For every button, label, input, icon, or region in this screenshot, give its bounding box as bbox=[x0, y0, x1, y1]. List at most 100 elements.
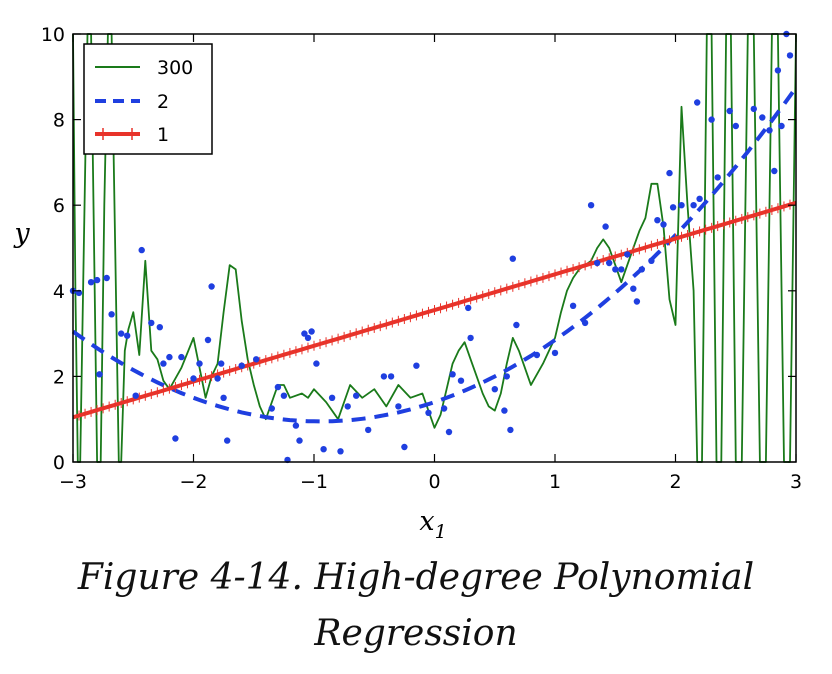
data-point bbox=[190, 375, 197, 382]
data-point bbox=[726, 107, 733, 115]
regression-chart: −3 −2 −1 0 1 2 3 0 2 4 6 8 10 x1 y 300 2 1 bbox=[13, 24, 802, 543]
data-point bbox=[108, 311, 115, 318]
data-point bbox=[280, 392, 288, 399]
data-point bbox=[413, 362, 420, 369]
data-point bbox=[196, 360, 203, 367]
data-point bbox=[612, 266, 619, 273]
x-axis-label: x1 bbox=[419, 506, 446, 543]
data-point bbox=[220, 394, 227, 401]
data-point bbox=[732, 122, 739, 130]
data-point bbox=[666, 169, 673, 177]
data-point bbox=[132, 392, 139, 399]
data-point bbox=[204, 336, 212, 344]
data-point bbox=[103, 274, 110, 282]
data-point bbox=[337, 448, 344, 455]
x-tick-label: −3 bbox=[59, 471, 87, 493]
data-point bbox=[778, 122, 785, 130]
data-point bbox=[214, 375, 221, 382]
data-point bbox=[509, 255, 516, 262]
data-point bbox=[696, 195, 703, 202]
x-tick-label: −1 bbox=[300, 471, 328, 493]
data-point bbox=[365, 426, 372, 434]
data-point bbox=[160, 360, 167, 367]
data-point bbox=[296, 437, 303, 444]
data-point bbox=[759, 114, 766, 121]
caption-line-1: Figure 4-14. High-degree Polynomial bbox=[77, 557, 755, 598]
figure-caption: Figure 4-14. High-degree Polynomial Regr… bbox=[0, 550, 832, 662]
data-point bbox=[678, 202, 685, 209]
data-point bbox=[669, 204, 677, 211]
data-point bbox=[328, 394, 336, 401]
data-point bbox=[654, 217, 661, 224]
data-point bbox=[238, 362, 245, 369]
data-point bbox=[624, 251, 631, 258]
data-point bbox=[507, 426, 514, 434]
x-tick-label: 0 bbox=[428, 471, 440, 493]
data-point bbox=[274, 383, 282, 391]
data-point bbox=[750, 105, 757, 113]
y-tick-label: 0 bbox=[53, 452, 65, 474]
data-point bbox=[533, 351, 541, 359]
data-point bbox=[118, 330, 125, 337]
data-point bbox=[172, 435, 179, 442]
y-tick-label: 6 bbox=[53, 195, 65, 217]
data-point bbox=[660, 221, 667, 228]
x-tick-label: −2 bbox=[179, 471, 207, 493]
data-point bbox=[618, 266, 625, 273]
data-point bbox=[457, 377, 465, 384]
data-point bbox=[304, 334, 312, 342]
y-tick-label: 2 bbox=[53, 366, 65, 388]
data-point bbox=[581, 319, 589, 327]
legend-label-1: 1 bbox=[157, 124, 169, 146]
data-point bbox=[630, 285, 637, 292]
data-point bbox=[606, 259, 613, 267]
data-point bbox=[766, 127, 773, 134]
data-point bbox=[694, 99, 701, 106]
data-point bbox=[440, 405, 448, 412]
data-point bbox=[771, 167, 778, 175]
series-line-300 bbox=[72, 33, 797, 463]
legend-label-300: 300 bbox=[157, 57, 193, 79]
data-point bbox=[445, 428, 453, 436]
data-point bbox=[449, 371, 456, 378]
data-point bbox=[551, 349, 559, 357]
data-point bbox=[638, 266, 645, 273]
data-point bbox=[633, 298, 641, 305]
data-point bbox=[178, 353, 185, 361]
data-point bbox=[467, 334, 474, 342]
data-point bbox=[93, 276, 101, 284]
data-point bbox=[96, 371, 103, 378]
legend-label-2: 2 bbox=[157, 91, 169, 113]
legend: 300 2 1 bbox=[83, 43, 213, 155]
data-point bbox=[425, 409, 432, 416]
data-point bbox=[714, 174, 721, 181]
data-point bbox=[253, 356, 260, 363]
data-point bbox=[774, 67, 782, 74]
data-point bbox=[602, 223, 609, 230]
y-tick-label: 4 bbox=[53, 281, 65, 303]
data-point bbox=[292, 422, 300, 429]
data-point bbox=[380, 373, 388, 380]
y-axis-label: y bbox=[13, 218, 30, 249]
x-tick-label: 3 bbox=[790, 471, 802, 493]
data-point bbox=[308, 328, 315, 335]
data-point bbox=[786, 52, 794, 59]
data-point bbox=[501, 407, 508, 414]
data-point bbox=[148, 319, 155, 327]
data-point bbox=[395, 403, 402, 410]
axis-ticks: −3 −2 −1 0 1 2 3 0 2 4 6 8 10 bbox=[41, 24, 802, 493]
data-point bbox=[124, 332, 131, 339]
data-point bbox=[587, 202, 595, 209]
data-point bbox=[513, 321, 520, 329]
data-point bbox=[218, 360, 225, 367]
data-point bbox=[491, 386, 498, 393]
data-point bbox=[503, 373, 510, 380]
data-point bbox=[387, 373, 395, 380]
data-point bbox=[208, 283, 215, 290]
data-point bbox=[569, 302, 577, 309]
data-point bbox=[353, 392, 360, 399]
data-point bbox=[401, 443, 408, 451]
data-point bbox=[708, 116, 715, 123]
data-point bbox=[344, 403, 351, 410]
data-point bbox=[594, 259, 601, 267]
